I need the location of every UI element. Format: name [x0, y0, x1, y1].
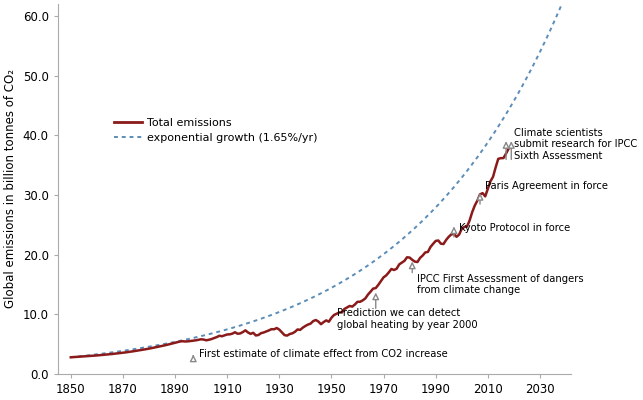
Text: Kyoto Protocol in force: Kyoto Protocol in force: [459, 223, 570, 233]
Y-axis label: Global emissions in billion tonnes of CO₂: Global emissions in billion tonnes of CO…: [4, 70, 17, 308]
Text: IPCC First Assessment of dangers
from climate change: IPCC First Assessment of dangers from cl…: [417, 274, 584, 295]
Text: Prediction we can detect
global heating by year 2000: Prediction we can detect global heating …: [337, 308, 477, 330]
Text: Paris Agreement in force: Paris Agreement in force: [485, 181, 608, 191]
Legend: Total emissions, exponential growth (1.65%/yr): Total emissions, exponential growth (1.6…: [109, 113, 322, 148]
Text: Climate scientists
submit research for IPCC
Sixth Assessment: Climate scientists submit research for I…: [514, 128, 637, 161]
Text: First estimate of climate effect from CO2 increase: First estimate of climate effect from CO…: [199, 349, 448, 359]
